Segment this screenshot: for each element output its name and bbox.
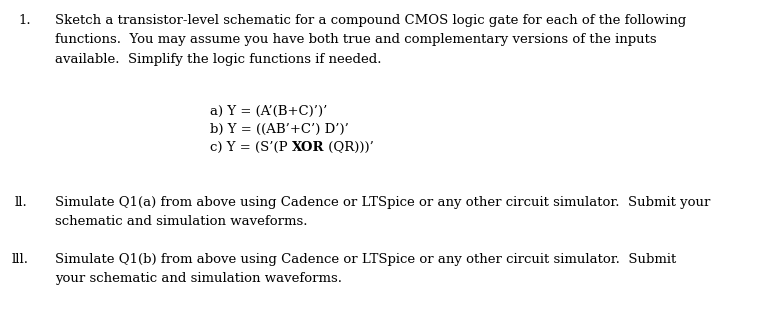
Text: ll.: ll.	[15, 196, 28, 209]
Text: Simulate Q1(b) from above using Cadence or LTSpice or any other circuit simulato: Simulate Q1(b) from above using Cadence …	[55, 253, 676, 266]
Text: b) Y = ((AB’+C’) D’)’: b) Y = ((AB’+C’) D’)’	[210, 123, 349, 136]
Text: XOR: XOR	[292, 141, 324, 154]
Text: c) Y = (S’(P: c) Y = (S’(P	[210, 141, 292, 154]
Text: lll.: lll.	[12, 253, 29, 266]
Text: functions.  You may assume you have both true and complementary versions of the : functions. You may assume you have both …	[55, 33, 657, 46]
Text: a) Y = (A’(B+C)’)’: a) Y = (A’(B+C)’)’	[210, 105, 327, 118]
Text: your schematic and simulation waveforms.: your schematic and simulation waveforms.	[55, 272, 342, 285]
Text: Simulate Q1(a) from above using Cadence or LTSpice or any other circuit simulato: Simulate Q1(a) from above using Cadence …	[55, 196, 710, 209]
Text: 1.: 1.	[18, 14, 30, 27]
Text: available.  Simplify the logic functions if needed.: available. Simplify the logic functions …	[55, 53, 382, 66]
Text: Sketch a transistor-level schematic for a compound CMOS logic gate for each of t: Sketch a transistor-level schematic for …	[55, 14, 686, 27]
Text: (QR)))’: (QR)))’	[324, 141, 374, 154]
Text: schematic and simulation waveforms.: schematic and simulation waveforms.	[55, 215, 308, 228]
